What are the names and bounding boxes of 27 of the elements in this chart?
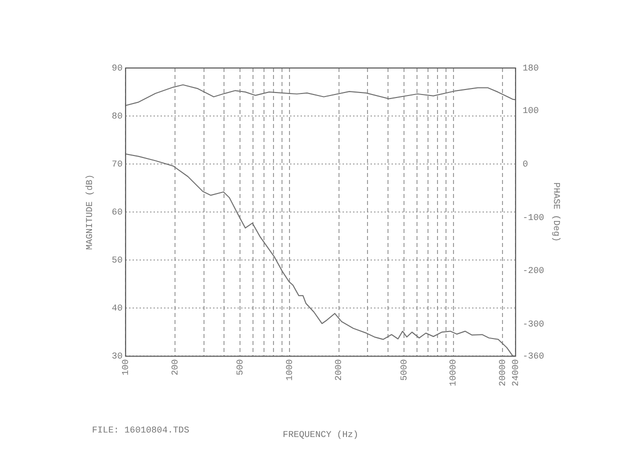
x-axis-title: FREQUENCY (Hz) — [282, 430, 358, 440]
x-tick-label: 1000 — [284, 359, 295, 381]
y-tick-label: 40 — [112, 304, 123, 314]
text: FILE: 16010804.TDS — [92, 425, 190, 436]
x-tick-label: 24000 — [510, 359, 521, 386]
y2-axis-title: PHASE (Deg) — [551, 182, 562, 242]
x-tick-label: 5000 — [399, 359, 410, 381]
y-axis-title: MAGNITUDE (dB) — [84, 174, 95, 250]
y2-tick-label: 100 — [522, 106, 539, 116]
y2-tick-label: 180 — [522, 63, 539, 74]
y2-tick-label: -200 — [522, 266, 544, 276]
y-tick-label: 50 — [112, 256, 123, 266]
x-tick-label: 100 — [120, 359, 131, 376]
x-tick-label: 2000 — [334, 359, 344, 381]
y2-tick-label: -300 — [522, 320, 544, 330]
y-tick-label: 30 — [112, 352, 123, 362]
y2-tick-label: -360 — [522, 352, 544, 362]
x-tick-label: 10000 — [448, 359, 459, 386]
y-tick-label: 90 — [112, 63, 123, 74]
y-tick-label: 70 — [112, 159, 123, 170]
x-tick-label: 200 — [170, 359, 180, 376]
x-tick-label: 500 — [236, 359, 246, 376]
y-tick-label: 60 — [112, 207, 123, 218]
y-tick-label: 80 — [112, 111, 123, 122]
x-tick-label: 20000 — [498, 359, 508, 386]
y2-tick-label: 0 — [522, 159, 528, 170]
y2-tick-label: -100 — [522, 212, 544, 223]
